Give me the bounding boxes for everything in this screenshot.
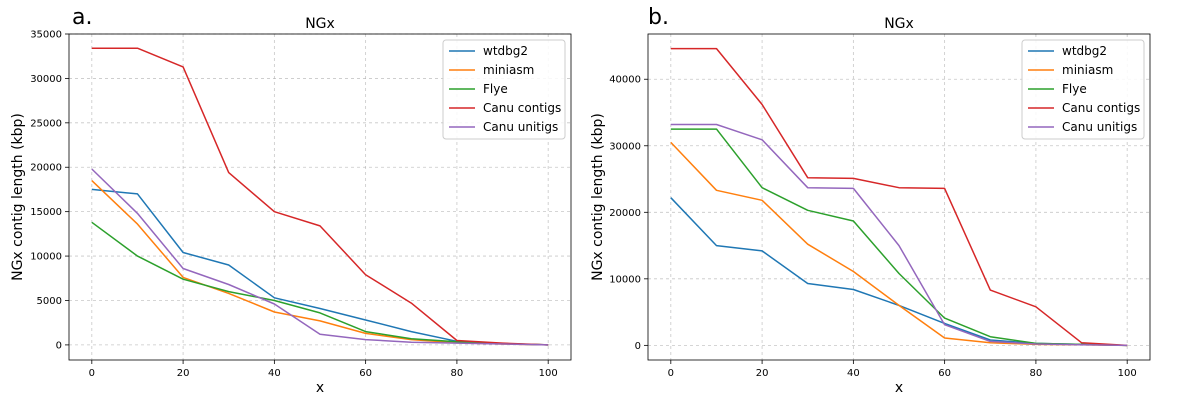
series-line-canu-contigs [91,47,549,346]
y-tick-label: 0 [56,340,62,351]
legend: wtdbg2 miniasm Flye Canu contigs Canu unitig… [442,39,566,140]
y-tick-label: 15000 [30,207,62,218]
legend-box [1021,39,1145,140]
panel-b: 0 20 40 60 80 100 0 10000 20000 30000 40000 NGx x NGx… [590,5,1151,396]
x-tick-label: 20 [756,368,769,379]
series-line-canu-contigs [670,47,1128,347]
series-line-canu-unitigs [670,123,1128,347]
x-axis-label: x [895,380,903,396]
y-tick-label: 0 [635,341,641,352]
y-tick-label: 35000 [30,30,62,41]
y-axis-label: NGx contig length (kbp) [590,113,606,281]
series-line-miniasm [91,180,549,346]
legend-entry: wtdbg2 [483,44,528,58]
x-axis-label: x [316,380,324,396]
chart-title: NGx [305,16,335,32]
y-tick-label: 10000 [30,252,62,263]
panel-label: b. [648,5,669,30]
series-line-flye [670,128,1128,347]
x-tick-label: 40 [268,368,281,379]
chart-title: NGx [884,16,914,32]
legend-box [442,39,566,140]
series-line-canu-unitigs [91,168,549,346]
panel-label: a. [72,5,92,30]
y-tick-label: 5000 [37,296,62,307]
panel-a: 0 20 40 60 80 100 0 5000 10000 15000 20000 25000 300… [10,5,572,396]
x-tick-label: 0 [668,368,674,379]
legend: wtdbg2 miniasm Flye Canu contigs Canu unitig… [1021,39,1145,140]
y-tick-label: 30000 [609,141,641,152]
legend-entry: Flye [483,82,508,96]
x-tick-label: 80 [451,368,464,379]
plot-frame [68,33,572,361]
y-axis-label: NGx contig length (kbp) [10,113,26,281]
series-line-wtdbg2 [670,197,1128,347]
x-tick-label: 80 [1030,368,1043,379]
legend-entry: miniasm [483,63,534,77]
legend-entry: wtdbg2 [1062,44,1107,58]
x-tick-label: 60 [938,368,951,379]
x-tick-label: 0 [89,368,95,379]
series-line-flye [91,221,549,346]
series-line-miniasm [670,141,1128,347]
y-tick-label: 25000 [30,118,62,129]
y-tick-label: 10000 [609,274,641,285]
legend-entry: Flye [1062,82,1087,96]
x-tick-label: 100 [1118,368,1137,379]
y-tick-label: 20000 [30,163,62,174]
x-tick-label: 20 [177,368,190,379]
legend-entry: Canu unitigs [483,120,558,134]
legend-entry: Canu unitigs [1062,120,1137,134]
y-tick-label: 20000 [609,208,641,219]
legend-entry: Canu contigs [483,101,561,115]
plot-frame [647,33,1151,361]
legend-entry: Canu contigs [1062,101,1140,115]
y-tick-label: 40000 [609,75,641,86]
x-tick-label: 60 [359,368,372,379]
legend-entry: miniasm [1062,63,1113,77]
y-tick-label: 30000 [30,74,62,85]
x-tick-label: 40 [847,368,860,379]
x-tick-label: 100 [539,368,558,379]
